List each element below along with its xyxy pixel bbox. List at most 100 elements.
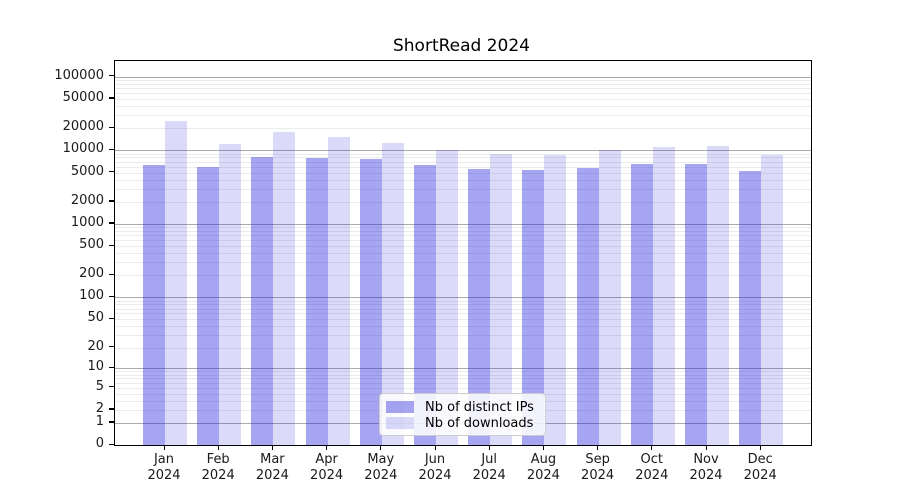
y-tick-label-10: 10	[87, 359, 104, 375]
bar-ips-jul	[468, 168, 491, 445]
minor-gridline-400	[114, 253, 811, 255]
y-tick-label-0: 0	[95, 436, 104, 451]
y-tick-mark-500	[108, 244, 114, 246]
x-tick-mark-nov	[705, 445, 707, 450]
bar-ips-dec	[739, 170, 762, 445]
y-tick-mark-20000	[108, 126, 114, 128]
y-tick-label-2000: 2000	[70, 192, 104, 208]
y-tick-label-10000: 10000	[62, 141, 104, 157]
y-tick-label-5: 5	[95, 378, 104, 394]
minor-gridline-9	[114, 371, 811, 373]
minor-gridline-20	[114, 347, 811, 349]
minor-gridline-4000	[114, 179, 811, 181]
y-tick-label-1000: 1000	[70, 214, 104, 230]
minor-gridline-2000	[114, 201, 811, 203]
bar-ips-aug	[522, 170, 545, 445]
x-tick-label-mar: Mar 2024	[255, 452, 289, 483]
bar-downloads-jul	[490, 154, 513, 445]
y-tick-label-50000: 50000	[62, 89, 104, 105]
bar-ips-feb	[197, 166, 220, 445]
legend: Nb of distinct IPs Nb of downloads	[379, 393, 546, 436]
y-tick-mark-1000	[108, 222, 114, 224]
bar-ips-jun	[414, 165, 436, 445]
x-tick-label-dec: Dec 2024	[743, 452, 777, 483]
legend-swatch-ips-icon	[386, 401, 414, 413]
minor-gridline-60	[114, 313, 811, 315]
minor-gridline-40000	[114, 106, 811, 107]
x-tick-label-nov: Nov 2024	[689, 452, 723, 483]
minor-gridline-8	[114, 374, 811, 376]
bars-layer	[115, 61, 811, 445]
y-tick-label-5000: 5000	[70, 163, 104, 179]
x-tick-label-jul: Jul 2024	[472, 452, 506, 483]
minor-gridline-30000	[114, 115, 811, 117]
legend-swatch-downloads-icon	[386, 417, 414, 429]
y-tick-label-100: 100	[79, 288, 104, 304]
bar-downloads-nov	[707, 146, 729, 445]
x-tick-mark-may	[380, 445, 382, 450]
bar-downloads-feb	[219, 144, 242, 445]
minor-gridline-9000	[114, 153, 811, 155]
y-tick-mark-5	[108, 386, 114, 388]
bar-downloads-mar	[273, 131, 296, 445]
minor-gridline-7000	[114, 161, 811, 163]
legend-item-ips: Nb of distinct IPs	[386, 399, 538, 415]
x-tick-label-may: May 2024	[364, 452, 398, 483]
chart-title: ShortRead 2024	[392, 36, 530, 56]
minor-gridline-40	[114, 326, 811, 328]
minor-gridline-30	[114, 335, 811, 337]
bar-downloads-jun	[436, 150, 458, 445]
minor-gridline-70000	[114, 88, 811, 90]
x-tick-mark-dec	[759, 445, 761, 450]
minor-gridline-5000	[114, 172, 811, 174]
plot-area	[113, 60, 812, 446]
minor-gridline-500	[114, 246, 811, 248]
x-tick-label-jun: Jun 2024	[418, 452, 452, 483]
y-tick-mark-1	[108, 421, 114, 423]
x-tick-mark-apr	[326, 445, 328, 450]
x-tick-mark-jul	[488, 445, 490, 450]
x-tick-mark-jun	[434, 445, 436, 450]
legend-label-ips: Nb of distinct IPs	[425, 399, 534, 415]
minor-gridline-600	[114, 240, 811, 242]
x-tick-label-oct: Oct 2024	[635, 452, 669, 483]
minor-gridline-900	[114, 227, 811, 229]
major-gridline-100000	[114, 76, 811, 78]
minor-gridline-300	[114, 262, 811, 264]
minor-gridline-7	[114, 378, 811, 380]
major-gridline-100	[114, 297, 811, 299]
x-tick-mark-jan	[163, 445, 165, 450]
y-tick-label-200: 200	[79, 266, 104, 282]
minor-gridline-5	[114, 387, 811, 389]
minor-gridline-50	[114, 319, 811, 321]
minor-gridline-80	[114, 304, 811, 306]
minor-gridline-8000	[114, 157, 811, 159]
x-tick-mark-oct	[651, 445, 653, 450]
x-tick-label-sep: Sep 2024	[581, 452, 615, 483]
bar-ips-sep	[576, 168, 599, 445]
y-tick-mark-2	[108, 408, 114, 410]
major-gridline-10	[114, 368, 811, 370]
minor-gridline-6000	[114, 166, 811, 168]
minor-gridline-50000	[114, 98, 811, 100]
y-tick-mark-20	[108, 346, 114, 348]
bar-ips-nov	[685, 164, 707, 445]
bar-downloads-jan	[165, 121, 187, 445]
y-tick-mark-5000	[108, 171, 114, 173]
x-tick-mark-aug	[542, 445, 545, 450]
x-tick-mark-feb	[217, 445, 219, 450]
y-tick-label-50: 50	[87, 310, 104, 326]
y-tick-mark-10	[108, 366, 114, 368]
y-tick-mark-10000	[108, 148, 114, 151]
y-tick-mark-50000	[108, 97, 114, 99]
y-tick-label-1: 1	[95, 413, 104, 429]
y-tick-mark-0	[108, 443, 114, 445]
minor-gridline-6	[114, 382, 811, 384]
minor-gridline-20000	[114, 128, 811, 130]
major-gridline-1000	[114, 223, 811, 225]
legend-item-downloads: Nb of downloads	[386, 416, 538, 431]
minor-gridline-70	[114, 308, 811, 310]
bar-ips-apr	[305, 157, 328, 445]
minor-gridline-3000	[114, 188, 811, 190]
